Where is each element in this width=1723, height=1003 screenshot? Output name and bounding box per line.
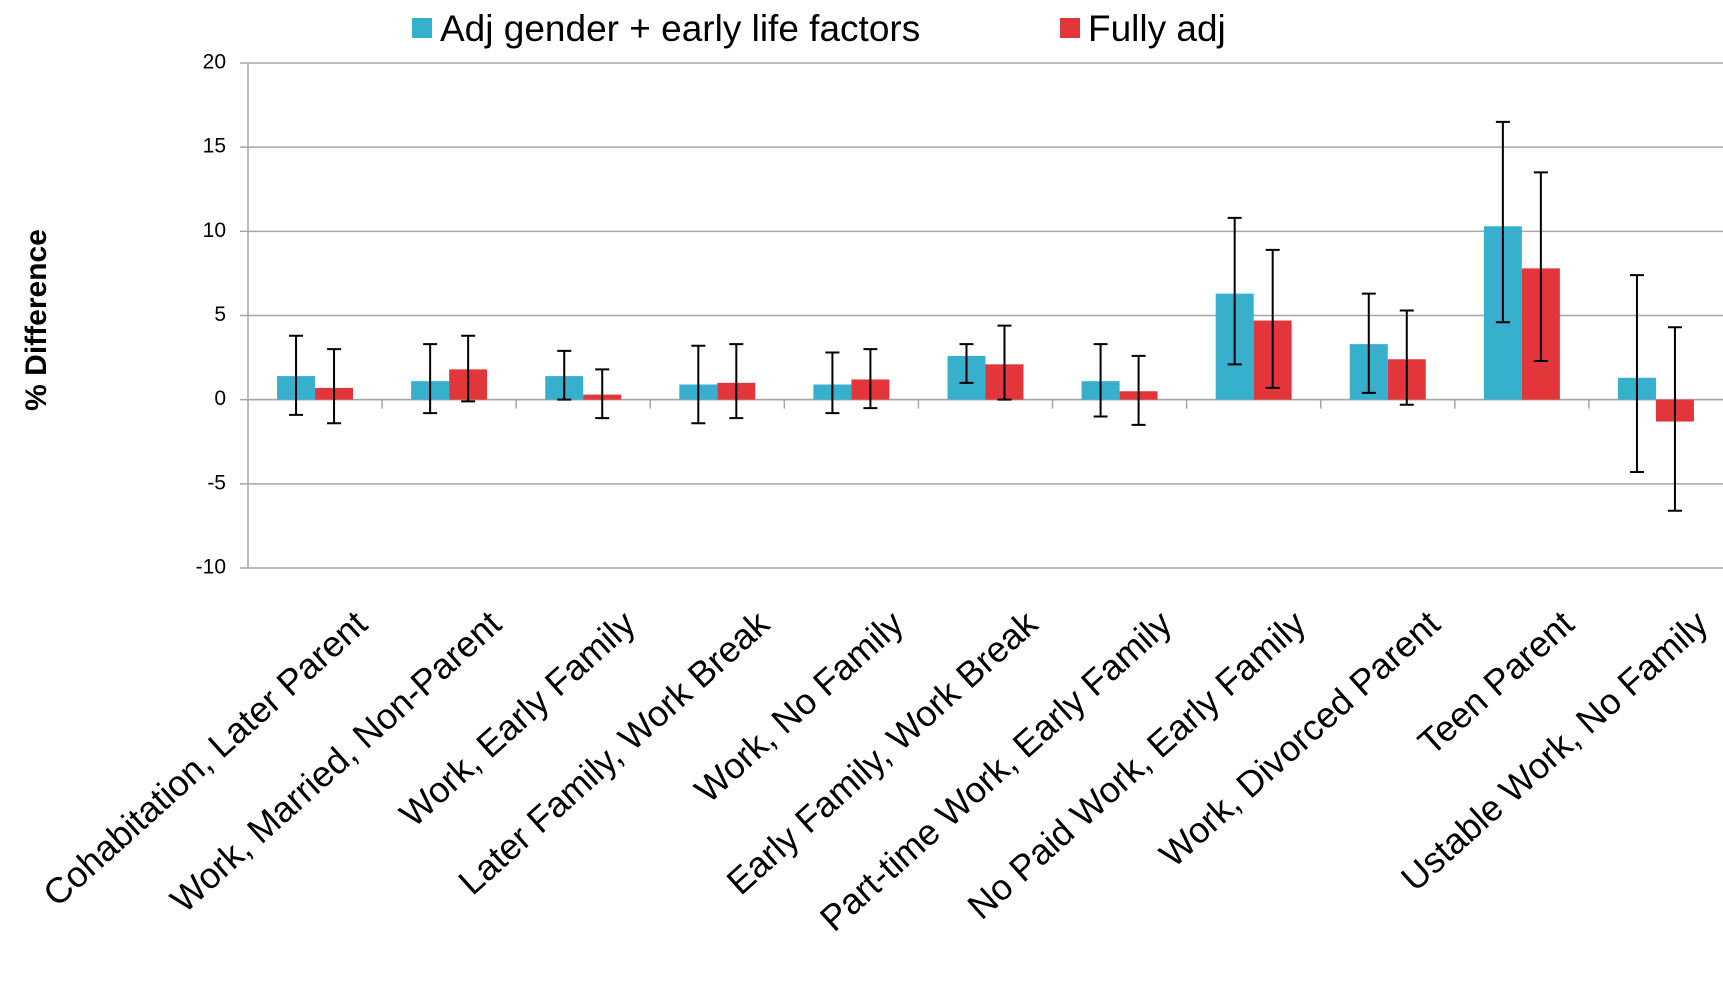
error-bar (1629, 274, 1644, 474)
y-tick-label: 20 (203, 51, 226, 74)
y-tick-label: 15 (203, 135, 226, 158)
error-bar (1227, 216, 1242, 366)
error-bar (1667, 326, 1682, 512)
error-bar (997, 324, 1012, 401)
error-bar (1533, 171, 1548, 362)
error-bar (729, 343, 744, 420)
error-bar (1265, 248, 1280, 389)
legend-label: Fully adj (1088, 8, 1226, 49)
error-bar (289, 334, 304, 416)
y-tick-label: 5 (214, 303, 226, 326)
error-bar (1361, 292, 1376, 394)
y-axis-label: % Difference (20, 229, 53, 411)
error-bar (1399, 309, 1414, 406)
error-bar (1131, 354, 1146, 426)
legend-swatch (412, 18, 432, 38)
error-bar (691, 344, 706, 425)
y-tick-label: 0 (214, 387, 226, 410)
error-bar (595, 368, 610, 420)
error-bar (461, 334, 476, 403)
error-bar (1093, 343, 1108, 418)
error-bar (959, 343, 974, 384)
error-bar (557, 349, 572, 401)
y-tick-label: 10 (203, 219, 226, 242)
error-bar (1495, 120, 1510, 324)
x-tick-label: Work, Early Family (392, 603, 643, 835)
error-bar (863, 348, 878, 410)
legend-swatch (1060, 18, 1080, 38)
y-tick-label: -10 (196, 556, 226, 579)
legend-label: Adj gender + early life factors (440, 8, 920, 49)
error-bar (423, 343, 438, 415)
error-bar (327, 348, 342, 425)
error-bar (825, 351, 840, 415)
y-tick-label: -5 (207, 471, 226, 494)
